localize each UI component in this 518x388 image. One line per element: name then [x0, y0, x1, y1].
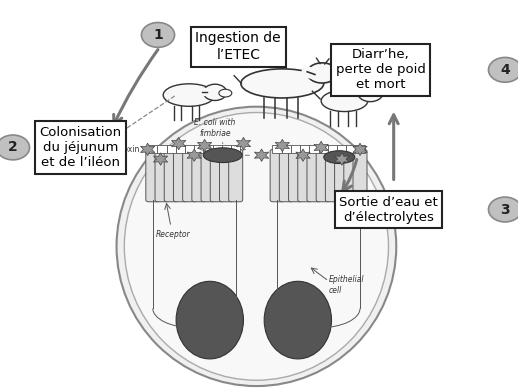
Bar	[346, 145, 355, 153]
FancyBboxPatch shape	[229, 149, 242, 202]
FancyBboxPatch shape	[201, 149, 215, 202]
Polygon shape	[335, 153, 349, 165]
Polygon shape	[314, 141, 328, 154]
Text: Sortie d’eau et
d’électrolytes: Sortie d’eau et d’électrolytes	[339, 196, 438, 223]
FancyBboxPatch shape	[183, 149, 197, 202]
Ellipse shape	[357, 83, 383, 102]
Bar	[167, 145, 176, 153]
Text: Diarrʼhe,
perte de poid
et mort: Diarrʼhe, perte de poid et mort	[336, 48, 426, 91]
Bar	[157, 145, 167, 153]
Polygon shape	[296, 149, 310, 161]
Bar	[309, 145, 319, 153]
Bar	[272, 145, 282, 153]
Circle shape	[0, 135, 30, 160]
Bar	[328, 145, 337, 153]
Text: 4: 4	[500, 63, 510, 77]
Bar	[291, 145, 300, 153]
Text: Ingestion de
l’ETEC: Ingestion de l’ETEC	[195, 31, 281, 62]
FancyBboxPatch shape	[325, 149, 339, 202]
Text: 1: 1	[153, 28, 163, 42]
Text: 3: 3	[500, 203, 510, 217]
Circle shape	[488, 57, 518, 82]
Text: 2: 2	[8, 140, 18, 154]
Circle shape	[488, 197, 518, 222]
Polygon shape	[275, 139, 290, 152]
Polygon shape	[153, 153, 168, 165]
FancyBboxPatch shape	[335, 149, 349, 202]
Polygon shape	[254, 149, 269, 161]
Bar	[204, 145, 213, 153]
Bar	[355, 145, 365, 153]
Polygon shape	[187, 149, 202, 161]
FancyBboxPatch shape	[298, 149, 312, 202]
Text: Receptor: Receptor	[156, 230, 191, 239]
Text: Colonisation
du jéjunum
et de l’iléon: Colonisation du jéjunum et de l’iléon	[39, 126, 121, 169]
Polygon shape	[236, 137, 251, 150]
FancyBboxPatch shape	[316, 149, 330, 202]
FancyBboxPatch shape	[210, 149, 224, 202]
Bar	[222, 145, 231, 153]
FancyBboxPatch shape	[192, 149, 206, 202]
FancyBboxPatch shape	[344, 149, 358, 202]
Text: Toxin: Toxin	[121, 145, 140, 154]
Bar	[300, 145, 309, 153]
Ellipse shape	[219, 89, 232, 97]
Ellipse shape	[176, 281, 243, 359]
FancyBboxPatch shape	[155, 149, 169, 202]
Ellipse shape	[324, 151, 355, 164]
Text: Epithelial
cell: Epithelial cell	[329, 275, 365, 295]
FancyBboxPatch shape	[353, 149, 367, 202]
Bar	[337, 145, 346, 153]
Bar	[282, 145, 291, 153]
Bar	[319, 145, 328, 153]
Bar	[148, 145, 157, 153]
Ellipse shape	[241, 69, 324, 98]
Polygon shape	[197, 139, 212, 152]
Bar	[194, 145, 204, 153]
Polygon shape	[353, 143, 367, 156]
Bar	[231, 145, 240, 153]
FancyBboxPatch shape	[289, 149, 303, 202]
Bar	[176, 145, 185, 153]
FancyBboxPatch shape	[307, 149, 321, 202]
FancyBboxPatch shape	[220, 149, 234, 202]
Ellipse shape	[124, 113, 388, 380]
Text: E. coli with
fimbriae: E. coli with fimbriae	[194, 118, 236, 138]
Ellipse shape	[264, 281, 332, 359]
Ellipse shape	[203, 148, 242, 163]
FancyBboxPatch shape	[270, 149, 284, 202]
Bar	[185, 145, 194, 153]
Polygon shape	[171, 137, 186, 150]
FancyBboxPatch shape	[279, 149, 293, 202]
FancyBboxPatch shape	[146, 149, 160, 202]
FancyBboxPatch shape	[164, 149, 178, 202]
Ellipse shape	[117, 107, 396, 386]
Bar	[212, 145, 222, 153]
Ellipse shape	[203, 84, 227, 100]
Ellipse shape	[321, 90, 368, 112]
Circle shape	[141, 23, 175, 47]
Ellipse shape	[307, 63, 337, 83]
FancyBboxPatch shape	[174, 149, 188, 202]
Ellipse shape	[163, 84, 215, 106]
Polygon shape	[140, 143, 155, 156]
